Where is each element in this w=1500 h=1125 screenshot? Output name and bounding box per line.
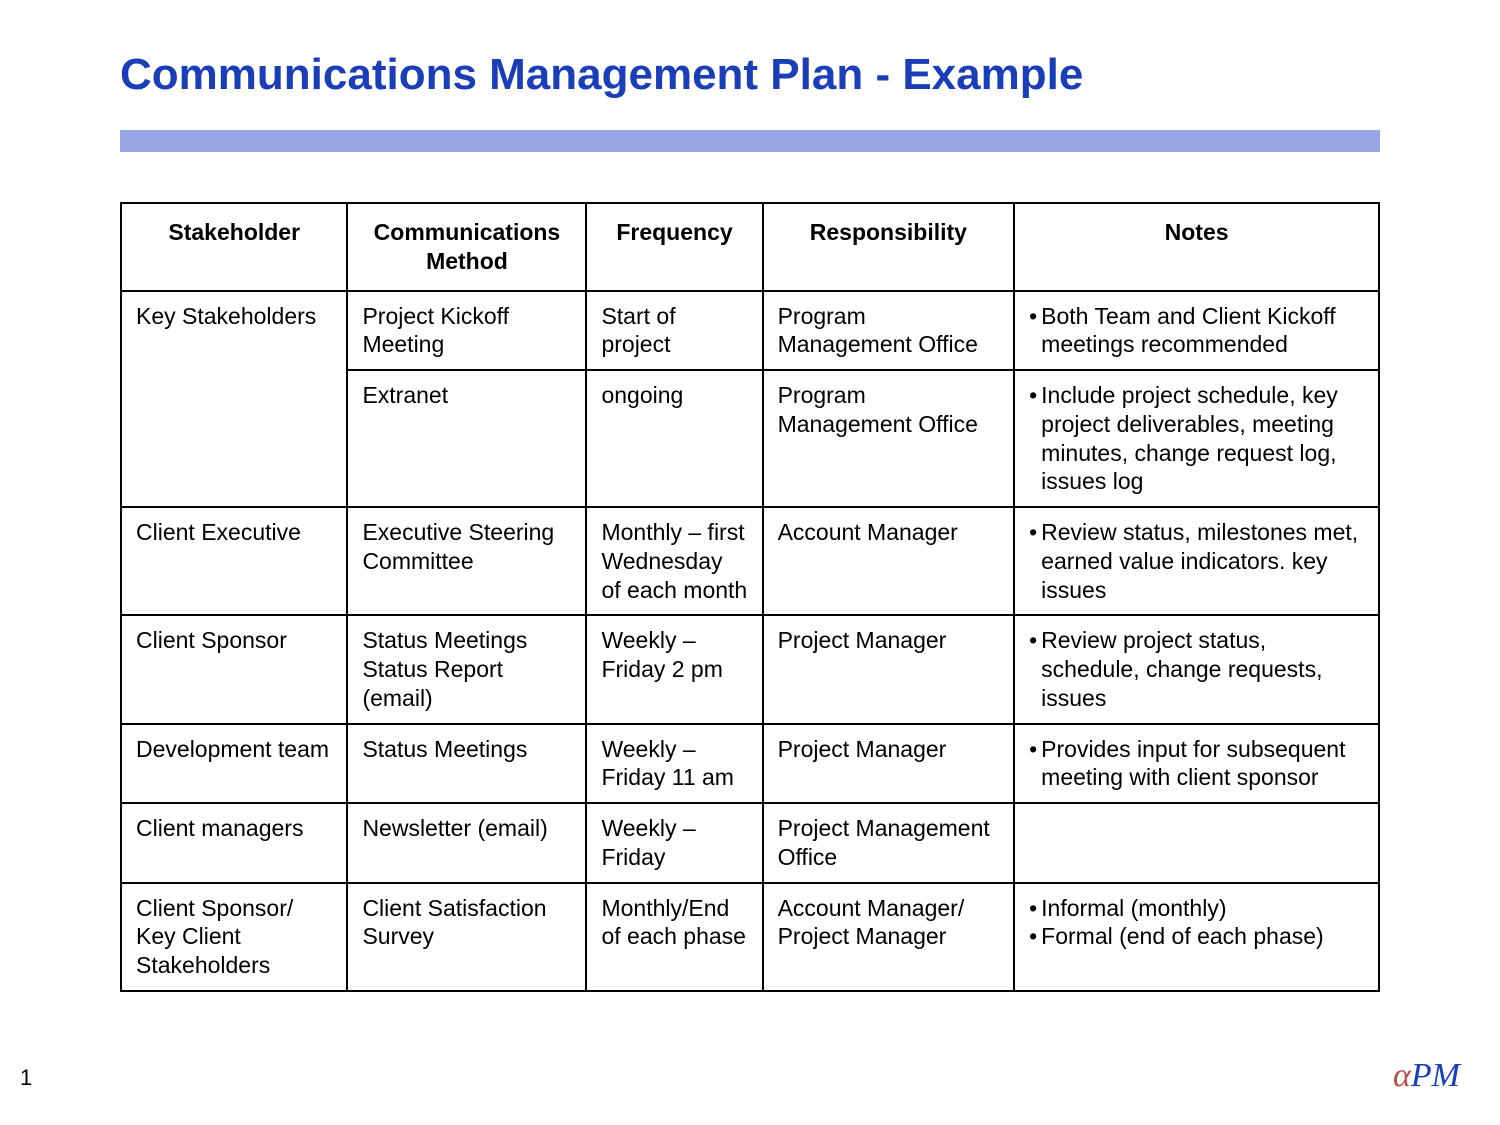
slide-title: Communications Management Plan - Example (120, 50, 1380, 100)
cell-responsibility: Project Manager (763, 724, 1015, 804)
table-row: Client managersNewsletter (email)Weekly … (121, 803, 1379, 883)
col-notes: Notes (1014, 203, 1379, 291)
cell-method: Executive Steering Committee (347, 507, 586, 615)
cell-method: Extranet (347, 370, 586, 507)
notes-item: Both Team and Client Kickoff meetings re… (1029, 302, 1364, 360)
cell-method: Project Kickoff Meeting (347, 291, 586, 371)
cell-responsibility: Program Management Office (763, 291, 1015, 371)
cell-frequency: Weekly – Friday (586, 803, 762, 883)
communications-table: Stakeholder Communications Method Freque… (120, 202, 1380, 992)
cell-notes: Include project schedule, key project de… (1014, 370, 1379, 507)
table-body: Key StakeholdersProject Kickoff MeetingS… (121, 291, 1379, 991)
col-frequency: Frequency (586, 203, 762, 291)
table-row: Client ExecutiveExecutive Steering Commi… (121, 507, 1379, 615)
cell-frequency: Weekly – Friday 2 pm (586, 615, 762, 723)
slide: Communications Management Plan - Example… (0, 0, 1500, 1125)
logo: αPM (1393, 1057, 1460, 1095)
cell-notes (1014, 803, 1379, 883)
cell-responsibility: Account Manager (763, 507, 1015, 615)
notes-item: Informal (monthly) (1029, 894, 1364, 923)
cell-stakeholder: Key Stakeholders (121, 291, 347, 508)
col-method: Communications Method (347, 203, 586, 291)
cell-notes: Review status, milestones met, earned va… (1014, 507, 1379, 615)
cell-notes: Review project status, schedule, change … (1014, 615, 1379, 723)
divider-bar (120, 130, 1380, 152)
table-row: Development teamStatus MeetingsWeekly – … (121, 724, 1379, 804)
cell-responsibility: Project Management Office (763, 803, 1015, 883)
cell-stakeholder: Client Sponsor (121, 615, 347, 723)
cell-stakeholder: Client Sponsor/ Key Client Stakeholders (121, 883, 347, 991)
logo-alpha: α (1393, 1057, 1411, 1094)
cell-notes: Provides input for subsequent meeting wi… (1014, 724, 1379, 804)
cell-method: Client Satisfaction Survey (347, 883, 586, 991)
cell-stakeholder: Client managers (121, 803, 347, 883)
cell-notes: Informal (monthly)Formal (end of each ph… (1014, 883, 1379, 991)
table-row: Client SponsorStatus Meetings Status Rep… (121, 615, 1379, 723)
logo-pm: PM (1411, 1057, 1460, 1094)
cell-stakeholder: Client Executive (121, 507, 347, 615)
cell-method: Status Meetings (347, 724, 586, 804)
table-header-row: Stakeholder Communications Method Freque… (121, 203, 1379, 291)
cell-responsibility: Project Manager (763, 615, 1015, 723)
cell-responsibility: Program Management Office (763, 370, 1015, 507)
col-stakeholder: Stakeholder (121, 203, 347, 291)
cell-responsibility: Account Manager/ Project Manager (763, 883, 1015, 991)
cell-frequency: Weekly – Friday 11 am (586, 724, 762, 804)
cell-frequency: Monthly/End of each phase (586, 883, 762, 991)
cell-method: Newsletter (email) (347, 803, 586, 883)
notes-item: Review status, milestones met, earned va… (1029, 518, 1364, 604)
page-number: 1 (20, 1065, 32, 1091)
cell-frequency: Start of project (586, 291, 762, 371)
cell-stakeholder: Development team (121, 724, 347, 804)
notes-item: Provides input for subsequent meeting wi… (1029, 735, 1364, 793)
notes-item: Review project status, schedule, change … (1029, 626, 1364, 712)
table-row: Client Sponsor/ Key Client StakeholdersC… (121, 883, 1379, 991)
cell-frequency: ongoing (586, 370, 762, 507)
table-row: Key StakeholdersProject Kickoff MeetingS… (121, 291, 1379, 371)
cell-method: Status Meetings Status Report (email) (347, 615, 586, 723)
notes-item: Formal (end of each phase) (1029, 922, 1364, 951)
notes-item: Include project schedule, key project de… (1029, 381, 1364, 496)
cell-notes: Both Team and Client Kickoff meetings re… (1014, 291, 1379, 371)
cell-frequency: Monthly – first Wednesday of each month (586, 507, 762, 615)
col-responsibility: Responsibility (763, 203, 1015, 291)
